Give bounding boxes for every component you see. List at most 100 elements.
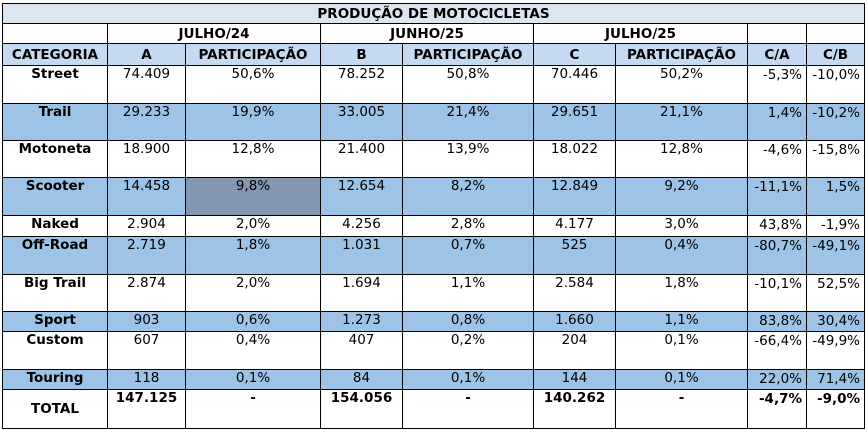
category-cell: Naked (2, 215, 108, 237)
value-cell: 29.651 (533, 103, 616, 141)
data-row: Motoneta 18.900 12,8% 21.400 13,9% 18.022 12,8… (2, 140, 866, 178)
value-cell: 83,8% (747, 311, 807, 332)
column-header: PARTICIPAÇÃO (615, 43, 748, 66)
value-cell: 12.849 (533, 177, 616, 216)
value-cell: 147.125 (107, 389, 186, 429)
value-cell: 8,2% (402, 177, 534, 216)
value-cell: 1,8% (185, 236, 321, 275)
value-cell: 12.654 (320, 177, 403, 216)
data-row: Street 74.409 50,6% 78.252 50,8% 70.446 50,2% -… (2, 65, 866, 104)
value-cell: 204 (533, 331, 616, 370)
value-cell: 43,8% (747, 215, 807, 237)
value-cell: 118 (107, 369, 186, 390)
category-cell: Trail (2, 103, 108, 141)
title-row: PRODUÇÃO DE MOTOCICLETAS (1, 3, 866, 24)
value-cell: -9,0% (805, 389, 866, 429)
data-row: Naked 2.904 2,0% 4.256 2,8% 4.177 3,0% 43,8% -1,… (2, 215, 866, 237)
production-table: PRODUÇÃO DE MOTOCICLETAS JULHO/24 JUNHO/… (1, 3, 866, 429)
blank-cell (805, 23, 866, 44)
data-row: Touring 118 0,1% 84 0,1% 144 0,1% 22,0% 71,4% (2, 369, 866, 390)
value-cell: 52,5% (805, 274, 866, 312)
category-cell: Touring (2, 369, 108, 390)
value-cell: 1.273 (320, 311, 403, 332)
value-cell: 29.233 (107, 103, 186, 141)
value-cell: 0,7% (402, 236, 534, 275)
value-cell: 2,0% (185, 215, 321, 237)
header-row: CATEGORIA A PARTICIPAÇÃO B PARTICIPAÇÃO C PART… (2, 43, 866, 66)
column-header: C (533, 43, 616, 66)
data-row: Big Trail 2.874 2,0% 1.694 1,1% 2.584 1,8% -10,… (2, 274, 866, 312)
data-row: Scooter 14.458 9,8% 12.654 8,2% 12.849 9,2% -11… (2, 177, 866, 216)
category-cell: Sport (2, 311, 108, 332)
value-cell: 2.719 (107, 236, 186, 275)
value-cell: 2.874 (107, 274, 186, 312)
value-cell: 903 (107, 311, 186, 332)
value-cell: -5,3% (747, 65, 807, 104)
value-cell: -10,1% (747, 274, 807, 312)
value-cell: 13,9% (402, 140, 534, 178)
value-cell: 84 (320, 369, 403, 390)
value-cell: 78.252 (320, 65, 403, 104)
value-cell: 0,4% (185, 331, 321, 370)
value-cell: 12,8% (615, 140, 748, 178)
group-header: JULHO/24 (107, 23, 321, 44)
value-cell: 50,2% (615, 65, 748, 104)
value-cell: 0,2% (402, 331, 534, 370)
value-cell: 1,4% (747, 103, 807, 141)
value-cell: -10,0% (805, 65, 866, 104)
value-cell: -11,1% (747, 177, 807, 216)
data-row: Custom 607 0,4% 407 0,2% 204 0,1% -66,4% -49,9% (2, 331, 866, 370)
value-cell: 407 (320, 331, 403, 370)
value-cell: 0,8% (402, 311, 534, 332)
column-header: B (320, 43, 403, 66)
total-row: TOTAL 147.125-154.056-140.262- -4,7% -9,0% (2, 389, 866, 429)
value-cell: 607 (107, 331, 186, 370)
category-cell: Street (2, 65, 108, 104)
value-cell: 144 (533, 369, 616, 390)
category-cell: TOTAL (2, 389, 108, 429)
data-row: Off-Road 2.719 1,8% 1.031 0,7% 525 0,4% -80,7% -… (2, 236, 866, 275)
value-cell: -49,9% (805, 331, 866, 370)
blank-cell (2, 23, 108, 44)
value-cell: - (615, 389, 748, 429)
table-body: PRODUÇÃO DE MOTOCICLETAS JULHO/24 JUNHO/… (1, 3, 866, 429)
value-cell: 1.694 (320, 274, 403, 312)
value-cell: 12,8% (185, 140, 321, 178)
value-cell: 74.409 (107, 65, 186, 104)
value-cell: 4.177 (533, 215, 616, 237)
value-cell: -10,2% (805, 103, 866, 141)
value-cell: 0,6% (185, 311, 321, 332)
value-cell: 71,4% (805, 369, 866, 390)
value-cell: -66,4% (747, 331, 807, 370)
value-cell: 140.262 (533, 389, 616, 429)
category-cell: Motoneta (2, 140, 108, 178)
column-header: PARTICIPAÇÃO (402, 43, 534, 66)
column-header: A (107, 43, 186, 66)
value-cell: 4.256 (320, 215, 403, 237)
value-cell: 1.660 (533, 311, 616, 332)
value-cell: 1,8% (615, 274, 748, 312)
value-cell: 0,1% (185, 369, 321, 390)
value-cell: -49,1% (805, 236, 866, 275)
value-cell: - (402, 389, 534, 429)
value-cell: 0,1% (402, 369, 534, 390)
category-cell: Scooter (2, 177, 108, 216)
value-cell: 19,9% (185, 103, 321, 141)
category-cell: Off-Road (2, 236, 108, 275)
value-cell: -15,8% (805, 140, 866, 178)
value-cell: 2.904 (107, 215, 186, 237)
value-cell: -1,9% (805, 215, 866, 237)
value-cell: 2,8% (402, 215, 534, 237)
value-cell: 525 (533, 236, 616, 275)
value-cell: 0,4% (615, 236, 748, 275)
group-row: JULHO/24 JUNHO/25 JULHO/25 (2, 23, 866, 44)
value-cell: 3,0% (615, 215, 748, 237)
value-cell: 33.005 (320, 103, 403, 141)
column-header: C/A (747, 43, 807, 66)
value-cell: 9,2% (615, 177, 748, 216)
value-cell: 0,1% (615, 331, 748, 370)
value-cell: 14.458 (107, 177, 186, 216)
value-cell: 1.031 (320, 236, 403, 275)
value-cell: 0,1% (615, 369, 748, 390)
data-row: Trail 29.233 19,9% 33.005 21,4% 29.651 21,1% 1,… (2, 103, 866, 141)
